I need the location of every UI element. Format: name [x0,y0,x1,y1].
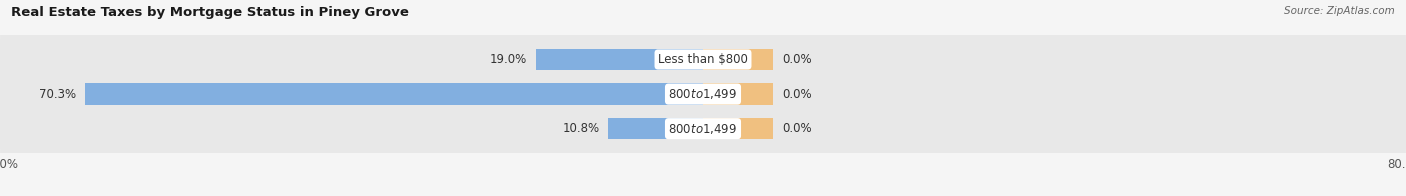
Bar [609,118,703,139]
Bar [703,118,773,139]
Text: 19.0%: 19.0% [491,53,527,66]
Bar [703,49,773,70]
Text: 0.0%: 0.0% [782,122,811,135]
Bar [86,83,703,105]
Text: 0.0%: 0.0% [782,88,811,101]
Bar [536,49,703,70]
Text: 10.8%: 10.8% [562,122,599,135]
Text: $800 to $1,499: $800 to $1,499 [668,87,738,101]
FancyBboxPatch shape [0,9,1406,110]
FancyBboxPatch shape [0,44,1406,145]
Text: Real Estate Taxes by Mortgage Status in Piney Grove: Real Estate Taxes by Mortgage Status in … [11,6,409,19]
Text: $800 to $1,499: $800 to $1,499 [668,122,738,136]
Text: 70.3%: 70.3% [39,88,76,101]
Text: Source: ZipAtlas.com: Source: ZipAtlas.com [1284,6,1395,16]
Text: 0.0%: 0.0% [782,53,811,66]
Text: Less than $800: Less than $800 [658,53,748,66]
Bar [703,83,773,105]
FancyBboxPatch shape [0,78,1406,179]
